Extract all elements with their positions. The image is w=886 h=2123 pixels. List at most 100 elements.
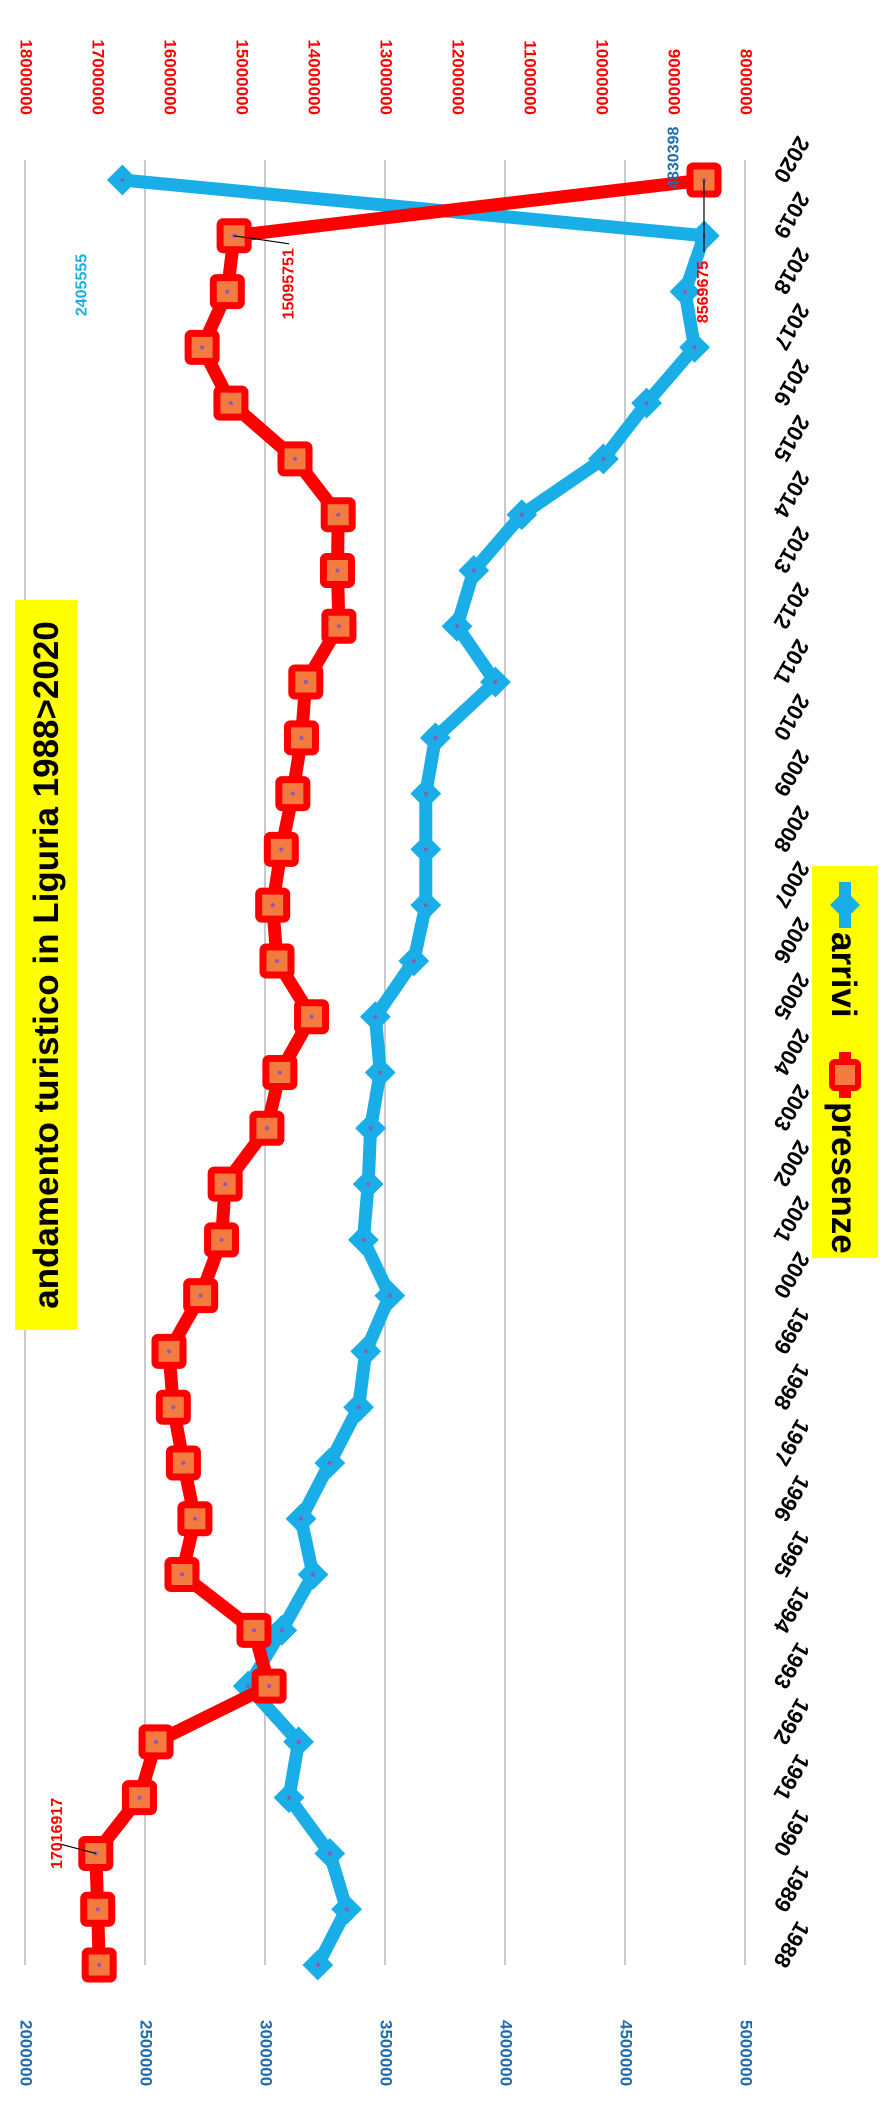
category-label: 1994: [768, 1583, 815, 1639]
leader-line: [57, 1842, 96, 1855]
primary-tick-label: 2000000: [17, 2020, 36, 2086]
point-center-presenze: [167, 1349, 171, 1354]
primary-tick-label: 5000000: [737, 2020, 756, 2086]
point-center-presenze: [277, 1070, 282, 1075]
point-center-arrivi: [644, 401, 649, 406]
category-label: 2011: [769, 635, 815, 689]
legend-item-arrivi: arrivi: [824, 882, 863, 1018]
point-center-arrivi: [692, 345, 697, 350]
series-arrivi: [106, 164, 720, 1981]
secondary-axis-ticks: 8000000 9000000 10000000 11000000 12000000 13…: [17, 39, 756, 115]
point-center-presenze: [223, 1182, 228, 1187]
category-label: 2013: [769, 523, 815, 578]
secondary-tick-label: 15000000: [233, 39, 252, 115]
point-center-arrivi: [455, 624, 459, 629]
point-center-presenze: [137, 1795, 142, 1800]
point-center-presenze: [336, 512, 341, 517]
secondary-tick-label: 14000000: [305, 39, 324, 115]
point-center-presenze: [267, 1684, 272, 1689]
point-center-presenze: [303, 680, 308, 685]
point-center-presenze: [290, 791, 295, 796]
point-center-arrivi: [433, 735, 438, 740]
category-label: 1997: [769, 1415, 815, 1470]
point-center-presenze: [336, 624, 341, 629]
series-layer: [78, 162, 722, 1983]
point-center-arrivi: [361, 1237, 366, 1242]
point-center-arrivi: [279, 1628, 284, 1633]
category-axis-ticks: 1988198919901991199219931994199519961997…: [768, 132, 815, 1972]
point-center-arrivi: [423, 847, 428, 852]
secondary-tick-label: 16000000: [161, 39, 180, 115]
point-center-presenze: [198, 1293, 203, 1298]
data-label: 15095751: [280, 248, 297, 319]
category-label: 2014: [768, 467, 815, 523]
point-center-presenze: [219, 1237, 224, 1242]
point-center-arrivi: [327, 1851, 332, 1856]
secondary-tick-label: 8000000: [737, 49, 756, 115]
data-label: 8569675: [695, 261, 712, 323]
category-label: 1990: [769, 1806, 815, 1861]
category-label: 2010: [769, 690, 815, 745]
point-center-presenze: [309, 1014, 314, 1019]
category-label: 2020: [769, 132, 815, 187]
secondary-tick-label: 12000000: [449, 39, 468, 115]
category-label: 2012: [769, 578, 815, 633]
point-center-arrivi: [423, 791, 428, 796]
point-center-arrivi: [373, 1014, 378, 1019]
category-label: 2000: [769, 1248, 815, 1303]
point-center-arrivi: [120, 178, 125, 182]
point-center-presenze: [228, 401, 233, 406]
point-center-presenze: [293, 456, 297, 461]
point-center-presenze: [171, 1405, 176, 1410]
point-center-presenze: [335, 568, 340, 573]
secondary-tick-label: 17000000: [89, 39, 108, 115]
primary-axis-ticks: 2000000 2500000 3000000 3500000 4000000 45000…: [17, 2020, 756, 2086]
secondary-tick-label: 9000000: [665, 49, 684, 115]
legend-item-presenze: presenze: [824, 1052, 863, 1254]
point-center-arrivi: [387, 1293, 392, 1298]
point-center-arrivi: [327, 1460, 332, 1465]
point-center-presenze: [154, 1739, 159, 1744]
point-center-presenze: [279, 847, 284, 852]
primary-tick-label: 3500000: [377, 2020, 396, 2086]
point-center-arrivi: [411, 958, 416, 963]
category-label: 2019: [769, 188, 815, 243]
category-label: 2017: [769, 300, 815, 355]
point-center-presenze: [270, 903, 275, 908]
point-center-arrivi: [378, 1070, 383, 1075]
point-center-presenze: [181, 1460, 186, 1465]
category-label: 2008: [769, 802, 815, 857]
primary-tick-label: 4000000: [497, 2020, 516, 2086]
point-center-presenze: [299, 735, 304, 740]
point-center-arrivi: [471, 568, 476, 573]
point-center-presenze: [225, 289, 230, 294]
category-label: 1988: [769, 1917, 815, 1972]
point-center-presenze: [200, 345, 205, 350]
point-center-arrivi: [363, 1349, 368, 1354]
point-center-arrivi: [519, 512, 524, 517]
point-center-arrivi: [368, 1126, 373, 1131]
point-center-arrivi: [493, 680, 498, 685]
point-center-arrivi: [423, 903, 428, 908]
category-label: 1993: [769, 1638, 815, 1693]
category-label: 1999: [769, 1304, 815, 1359]
point-center-arrivi: [601, 456, 606, 461]
data-label: 2405555: [74, 254, 91, 316]
point-center-presenze: [264, 1126, 269, 1131]
category-label: 1995: [769, 1527, 815, 1582]
category-label: 2015: [769, 411, 815, 466]
category-label: 2004: [768, 1025, 815, 1081]
legend-marker: [830, 890, 860, 920]
series-line-arrivi: [115, 173, 711, 1972]
point-center-arrivi: [246, 1684, 251, 1689]
secondary-tick-label: 11000000: [521, 40, 540, 115]
chart-title-group: andamento turistico in Liguria 1988>2020: [15, 600, 77, 1330]
primary-tick-label: 3000000: [257, 2020, 276, 2086]
category-label: 2007: [769, 857, 815, 912]
category-label: 2001: [769, 1192, 815, 1247]
point-center-arrivi: [344, 1907, 349, 1912]
point-center-arrivi: [356, 1405, 361, 1410]
point-center-arrivi: [683, 289, 687, 294]
chart-title: andamento turistico in Liguria 1988>2020: [27, 621, 66, 1309]
point-center-arrivi: [315, 1963, 320, 1967]
